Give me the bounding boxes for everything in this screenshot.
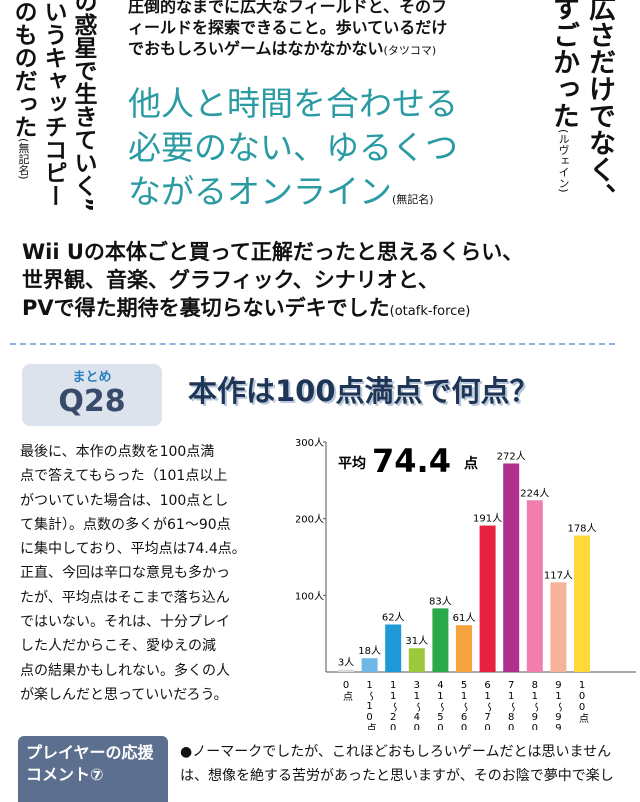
line: した人だからこそ、愛ゆえの減 (20, 638, 216, 655)
line: いうキャッチコピー (40, 0, 66, 207)
right-column: 広さだけでなく、 すごかった(ルヴェイン) (545, 0, 617, 234)
chart: 平均 74.4 点 100人 200人 300人 3人 0点 18人 1〜10点 62人 11〜… (296, 437, 636, 730)
y-tick-label: 300人 (296, 437, 324, 449)
x-tick-label: 61〜70点 (482, 680, 494, 730)
credit: (タツコマ) (383, 44, 437, 57)
tag: まとめ (72, 370, 112, 385)
section-title: 本作は100点満点で何点？ (188, 374, 539, 408)
bar (361, 658, 378, 672)
credit: (無記名) (17, 138, 30, 180)
credit: (ルヴェイン) (557, 129, 570, 193)
text: すごかった (548, 0, 579, 129)
average-label: 平均 (338, 455, 366, 472)
section-badge: まとめ Q28 (22, 364, 162, 426)
value-label: 272人 (497, 450, 526, 462)
x-tick-label: 100点 (577, 680, 589, 724)
line: 正直、今回は辛口な意見も多かっ (20, 565, 230, 582)
bar (574, 535, 590, 672)
bar (503, 463, 520, 672)
value-label: 178人 (567, 523, 596, 535)
credit: (無記名) (392, 193, 434, 206)
value-label: 18人 (358, 645, 381, 657)
x-tick-label: 71〜80点 (506, 680, 518, 730)
x-tick-label: 91〜99点 (553, 680, 565, 730)
center-comment: 圧倒的なまでに広大なフィールドと、そのフ ィールドを探索できること。歩いているだ… (128, 0, 447, 61)
line: 点の結果かもしれない。多くの人 (20, 662, 230, 679)
bar (456, 625, 472, 672)
line: すごかった(ルヴェイン) (545, 0, 581, 234)
number: Q28 (58, 384, 126, 419)
line: て集計）。点数の多くが61〜90点 (20, 516, 231, 533)
divider (10, 343, 615, 345)
bar (432, 608, 449, 672)
line: 圧倒的なまでに広大なフィールドと、そのフ (128, 0, 448, 16)
value-label: 191人 (473, 513, 502, 525)
headline-comment: 他人と時間を合わせる 必要のない、ゆるくつ ながるオンライン(無記名) (128, 82, 458, 222)
text: でおもしろいゲームはなかなかない (128, 39, 384, 58)
line: 他人と時間を合わせる (128, 84, 458, 123)
bar (550, 582, 567, 672)
line: の惑星で生きていく” (70, 0, 96, 213)
bar (479, 525, 496, 672)
average-unit: 点 (464, 455, 478, 472)
line: 点で答えてもらった（101点以上 (20, 468, 228, 485)
x-tick-label: 81〜90点 (529, 680, 541, 730)
y-tick-label: 200人 (296, 514, 324, 526)
line: PVで得た期待を裏切らないデキでした(otafk-force) (22, 294, 523, 326)
average-value: 74.4 (372, 442, 451, 480)
x-tick-label: 41〜50点 (435, 680, 447, 730)
value-label: 3人 (338, 657, 354, 669)
x-tick-label: 11〜20点 (388, 680, 400, 730)
line: ながるオンライン(無記名) (128, 170, 458, 222)
left-column: の惑星で生きていく” いうキャッチコピー のものだった(無記名) (8, 0, 98, 215)
x-tick-label: 51〜60点 (459, 680, 471, 730)
line: のものだった(無記名) (8, 0, 38, 215)
line: 最後に、本作の点数を100点満 (20, 444, 215, 460)
quote-comment: Wii Uの本体ごと買って正解だったと思えるくらい、 世界観、音楽、グラフィック… (22, 238, 523, 326)
line: たが、平均点はそこまで落ち込ん (20, 589, 230, 606)
text: PVで得た期待を裏切らないデキでした (22, 296, 390, 320)
bar (526, 500, 543, 672)
y-tick-label: 100人 (296, 590, 324, 602)
value-label: 61人 (453, 612, 476, 624)
line: 広さだけでなく、 (584, 0, 615, 210)
footer-text: ●ノーマークでしたが、これほどおもしろいゲームだとは思いません は、想像を絶する… (180, 740, 614, 788)
bar (385, 624, 402, 672)
value-label: 31人 (405, 635, 428, 647)
line: は、想像を絶する苦労があったと思いますが、そのお陰で夢中で楽し (180, 768, 614, 784)
footer-heading: プレイヤーの応援コメント⑦ (18, 736, 168, 802)
x-tick-label: 0点 (341, 680, 353, 702)
text: ながるオンライン (128, 172, 392, 211)
text: のものだった (10, 0, 36, 138)
line: が楽しんだと思っていいだろう。 (20, 686, 228, 703)
line: ではいない。それは、十分プレイ (20, 614, 230, 631)
line: でおもしろいゲームはなかなかない(タツコマ) (128, 38, 447, 61)
bar (408, 648, 425, 672)
value-label: 224人 (520, 487, 549, 499)
value-label: 83人 (429, 595, 452, 607)
x-tick-label: 1〜10点 (364, 680, 376, 730)
line: ィールドを探索できること。歩いているだけ (128, 18, 448, 37)
line: に集中しており、平均点は74.4点。 (20, 541, 246, 558)
bar (338, 669, 354, 672)
credit: (otafk-force) (389, 304, 471, 319)
line: 必要のない、ゆるくつ (128, 128, 458, 167)
line: がついていた場合は、100点とし (20, 492, 229, 509)
line: Wii Uの本体ごと買って正解だったと思えるくらい、 (22, 240, 524, 264)
value-label: 117人 (544, 569, 573, 581)
body: 最後に、本作の点数を100点満 点で答えてもらった（101点以上 がついていた場合は… (20, 440, 246, 707)
x-tick-label: 31〜40点 (411, 680, 423, 730)
line: ●ノーマークでしたが、これほどおもしろいゲームだとは思いません (180, 744, 612, 760)
line: 世界観、音楽、グラフィック、シナリオと、 (22, 268, 439, 292)
value-label: 62人 (382, 611, 405, 623)
